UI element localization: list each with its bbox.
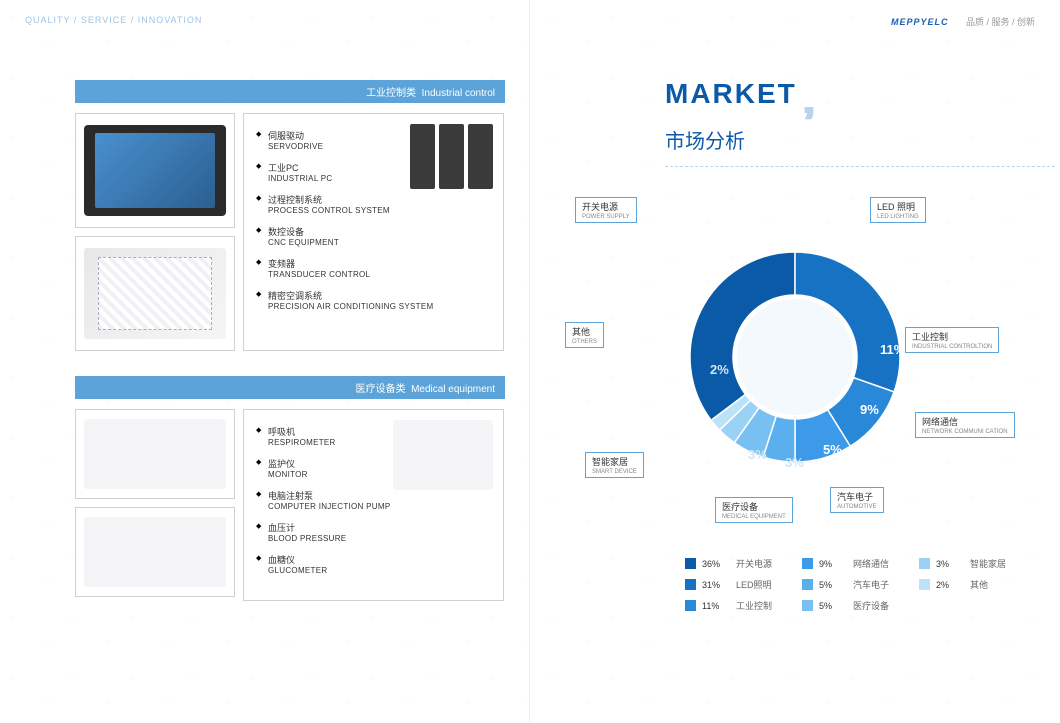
legend-item: 9%网络通信: [802, 557, 889, 570]
list-item: 工业PCINDUSTRIAL PC: [256, 161, 491, 183]
list-item: 变频器TRANSDUCER CONTROL: [256, 257, 491, 279]
category-label-industrial: 工业控制INDUSTRIAL CONTROLTION: [905, 327, 999, 353]
brand-logo: MEPPYELC: [891, 17, 949, 27]
header-right: MEPPYELC 品质 / 服务 / 创新: [555, 15, 1035, 28]
category-label-network: 网络通信NETWORK COMMUNI CATION: [915, 412, 1015, 438]
list-item: 呼吸机RESPIROMETER: [256, 425, 491, 447]
monitor-device-image: [75, 507, 235, 597]
category-label-smart: 智能家居SMART DEVICE: [585, 452, 644, 478]
industrial-list: 伺服驱动SERVODRIVE 工业PCINDUSTRIAL PC 过程控制系统PRO…: [243, 113, 504, 351]
pct-label: 11%: [880, 342, 905, 357]
section-bar-medical: 医疗设备类 Medical equipment: [75, 376, 505, 399]
pct-label: 3%: [785, 455, 804, 470]
list-item: 血压计BLOOD PRESSURE: [256, 521, 491, 543]
category-label-auto: 汽车电子AUTOMOTIVE: [830, 487, 884, 513]
respirometer-image: [75, 409, 235, 499]
pct-label: 9%: [860, 402, 879, 417]
pct-label: 5%: [823, 442, 842, 457]
pct-label: 2%: [710, 362, 729, 377]
medical-row: 呼吸机RESPIROMETER 监护仪MONITOR 电脑注射泵COMPUTER I…: [75, 409, 504, 601]
legend-item: 3%智能家居: [919, 557, 1006, 570]
category-label-led: LED 照明LED LIGHTING: [870, 197, 926, 223]
list-item: 伺服驱动SERVODRIVE: [256, 129, 491, 151]
list-item: 血糖仪GLUCOMETER: [256, 553, 491, 575]
legend: 36%开关电源 31%LED照明 11%工业控制 9%网络通信 5%汽车电子 5%医疗设备…: [685, 557, 1035, 612]
category-label-power: 开关电源POWER SUPPLY: [575, 197, 637, 223]
header-tagline-left: QUALITY / SERVICE / INNOVATION: [25, 15, 504, 25]
title-divider: [665, 166, 1055, 167]
pct-label: 31%: [840, 237, 866, 252]
list-item: 监护仪MONITOR: [256, 457, 491, 479]
legend-item: 2%其他: [919, 578, 1006, 591]
quote-icon: ,,: [802, 78, 808, 122]
section-bar-industrial: 工业控制类 Industrial control: [75, 80, 505, 103]
industrial-pc-image: [75, 113, 235, 228]
category-label-medical2: 医疗设备MEDICAL EQUIPMENT: [715, 497, 793, 523]
legend-item: 5%汽车电子: [802, 578, 889, 591]
list-item: 数控设备CNC EQUIPMENT: [256, 225, 491, 247]
market-title: MARKET,, 市场分析: [665, 78, 1035, 154]
left-page: QUALITY / SERVICE / INNOVATION 工业控制类 Ind…: [0, 0, 530, 723]
industrial-row: 伺服驱动SERVODRIVE 工业PCINDUSTRIAL PC 过程控制系统PRO…: [75, 113, 504, 351]
list-item: 电脑注射泵COMPUTER INJECTION PUMP: [256, 489, 491, 511]
legend-item: 31%LED照明: [685, 578, 772, 591]
legend-item: 11%工业控制: [685, 599, 772, 612]
list-item: 过程控制系统PROCESS CONTROL SYSTEM: [256, 193, 491, 215]
right-page: MEPPYELC 品质 / 服务 / 创新 MARKET,, 市场分析 开关电源…: [530, 0, 1060, 723]
legend-item: 5%医疗设备: [802, 599, 889, 612]
control-diagram-image: [75, 236, 235, 351]
pct-label: 3%: [748, 447, 767, 462]
list-item: 精密空调系统PRECISION AIR CONDITIONING SYSTEM: [256, 289, 491, 311]
legend-item: 36%开关电源: [685, 557, 772, 570]
medical-list: 呼吸机RESPIROMETER 监护仪MONITOR 电脑注射泵COMPUTER I…: [243, 409, 504, 601]
category-label-other: 其他OTHERS: [565, 322, 604, 348]
donut-chart: 开关电源POWER SUPPLYLED 照明LED LIGHTING工业控制IN…: [605, 187, 985, 527]
pct-label: 36%: [720, 237, 746, 252]
